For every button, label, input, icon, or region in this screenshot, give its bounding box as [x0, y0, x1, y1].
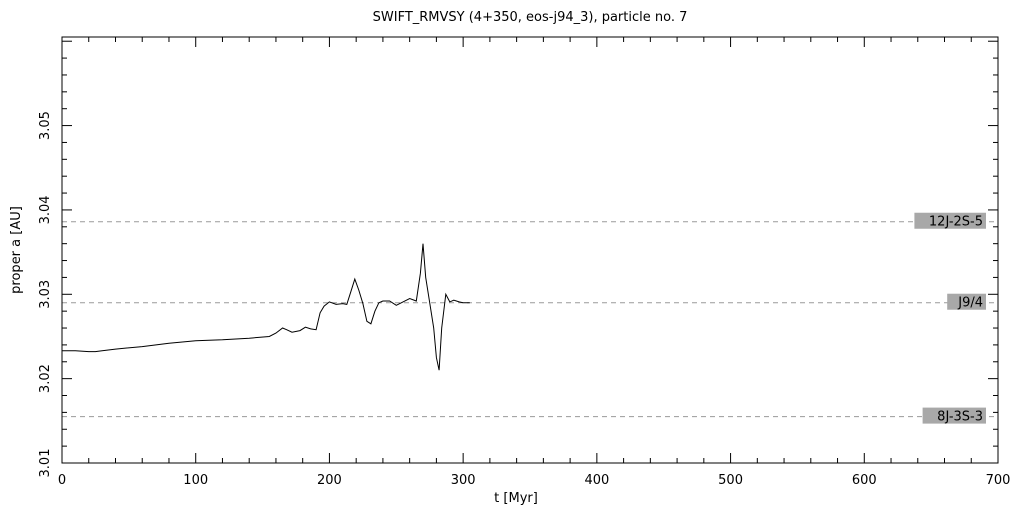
y-tick-label: 3.04	[38, 195, 53, 224]
reference-label: 12J-2S-5	[929, 215, 983, 230]
y-tick-label: 3.02	[38, 364, 53, 393]
x-axis-label: t [Myr]	[494, 491, 538, 506]
x-tick-label: 0	[58, 473, 66, 488]
x-tick-label: 700	[986, 473, 1011, 488]
x-tick-label: 400	[584, 473, 609, 488]
reference-label-box	[914, 212, 986, 229]
x-tick-label: 100	[183, 473, 208, 488]
y-tick-label: 3.01	[38, 449, 53, 478]
reference-label: 8J-3S-3	[937, 410, 983, 425]
x-tick-label: 500	[718, 473, 743, 488]
reference-label: J9/4	[957, 296, 983, 311]
y-axis-label: proper a [AU]	[9, 206, 24, 294]
series-line	[62, 243, 470, 371]
tick-labels: 0 100 200 300 400 500 600 700 3.01 3.02 3.03 3.04 3.…	[38, 111, 1010, 488]
plot-frame	[61, 36, 999, 464]
reference-label-box	[922, 407, 986, 424]
plot-area: 12J-2S-5 J9/4 8J-3S-3	[62, 212, 998, 425]
reference-label-box	[947, 293, 986, 310]
y-tick-label: 3.03	[38, 280, 53, 309]
x-tick-label: 200	[317, 473, 342, 488]
x-tick-label: 600	[852, 473, 877, 488]
x-tick-label: 300	[451, 473, 476, 488]
axis-ticks	[61, 37, 999, 464]
y-tick-label: 3.05	[38, 111, 53, 140]
chart-title: SWIFT_RMVSY (4+350, eos-j94_3), particle…	[373, 10, 688, 25]
